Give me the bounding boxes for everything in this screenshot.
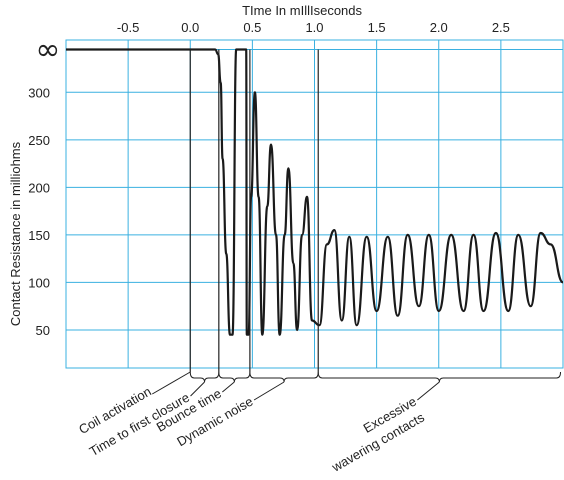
annotation-leader <box>222 381 235 393</box>
tick-labels: -0.5 0.0 0.5 1.0 1.5 2.0 2.5 50 100 150 200 250 300 <box>28 20 510 338</box>
x-axis-title: TIme In mIllIseconds <box>242 3 362 18</box>
y-tick-label: 150 <box>28 228 50 243</box>
annotation-leader <box>417 381 440 401</box>
x-tick-label: 1.0 <box>305 20 323 35</box>
annotation-bracket <box>189 371 220 383</box>
annotation-bracket <box>317 371 562 383</box>
y-tick-label: 300 <box>28 85 50 100</box>
infinity-label: ∞ <box>36 33 61 68</box>
y-tick-label: 250 <box>28 133 50 148</box>
x-tick-label: 0.5 <box>243 20 261 35</box>
annotation-leader <box>253 381 285 401</box>
x-tick-label: -0.5 <box>117 20 139 35</box>
series-line <box>65 48 564 336</box>
y-tick-label: 200 <box>28 180 50 195</box>
annotation-leader <box>190 381 205 397</box>
annotation-bracket <box>249 371 319 383</box>
y-tick-label: 50 <box>36 323 50 338</box>
series-layer <box>65 48 564 336</box>
x-tick-label: 0.0 <box>181 20 199 35</box>
grid <box>65 39 564 369</box>
annotation-leader <box>151 371 191 395</box>
x-tick-label: 2.5 <box>492 20 510 35</box>
x-tick-label: 1.5 <box>368 20 386 35</box>
annotation-bracket <box>218 371 251 383</box>
y-tick-label: 100 <box>28 275 50 290</box>
y-axis-title: Contact Resistance in milliohms <box>8 141 23 326</box>
x-tick-label: 2.0 <box>430 20 448 35</box>
